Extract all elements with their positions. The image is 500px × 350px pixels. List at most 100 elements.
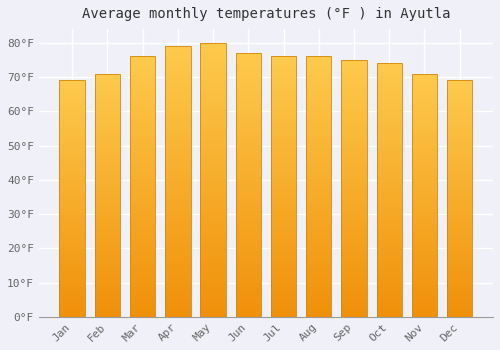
Bar <box>306 140 332 142</box>
Bar <box>130 85 156 88</box>
Bar <box>130 314 156 317</box>
Bar <box>94 142 120 144</box>
Bar <box>447 116 472 118</box>
Bar <box>130 280 156 283</box>
Bar <box>130 252 156 254</box>
Bar <box>342 204 366 206</box>
Bar <box>412 78 437 81</box>
Bar <box>342 117 366 119</box>
Bar <box>60 109 85 111</box>
Bar <box>376 119 402 121</box>
Bar <box>200 122 226 125</box>
Bar <box>130 296 156 299</box>
Bar <box>271 168 296 171</box>
Bar <box>412 229 437 232</box>
Bar <box>306 67 332 70</box>
Bar <box>60 151 85 154</box>
Bar <box>200 92 226 95</box>
Bar <box>236 251 261 253</box>
Bar <box>376 137 402 139</box>
Bar <box>200 95 226 98</box>
Bar <box>200 169 226 172</box>
Bar <box>130 288 156 291</box>
Bar <box>306 85 332 88</box>
Bar <box>236 130 261 132</box>
Bar <box>342 286 366 288</box>
Bar <box>200 73 226 76</box>
Bar <box>412 212 437 215</box>
Bar <box>165 98 190 100</box>
Bar <box>200 295 226 298</box>
Bar <box>94 78 120 81</box>
Bar <box>60 251 85 253</box>
Bar <box>447 208 472 210</box>
Bar <box>94 258 120 261</box>
Bar <box>412 290 437 293</box>
Bar <box>412 74 437 76</box>
Bar <box>271 114 296 116</box>
Bar <box>271 116 296 119</box>
Bar <box>200 246 226 248</box>
Bar <box>376 112 402 114</box>
Bar <box>94 253 120 256</box>
Bar <box>376 152 402 155</box>
Bar <box>342 163 366 165</box>
Bar <box>200 43 226 317</box>
Bar <box>447 312 472 314</box>
Bar <box>94 81 120 83</box>
Bar <box>376 129 402 132</box>
Bar <box>306 187 332 189</box>
Bar <box>447 253 472 255</box>
Bar <box>200 188 226 191</box>
Bar <box>447 222 472 225</box>
Bar <box>130 158 156 161</box>
Bar <box>94 298 120 300</box>
Bar <box>412 278 437 280</box>
Bar <box>236 238 261 240</box>
Bar <box>306 244 332 246</box>
Bar <box>412 91 437 93</box>
Bar <box>306 260 332 262</box>
Bar <box>165 203 190 206</box>
Bar <box>376 259 402 261</box>
Bar <box>200 158 226 161</box>
Bar <box>236 267 261 270</box>
Bar <box>60 222 85 225</box>
Bar <box>94 285 120 288</box>
Bar <box>412 120 437 122</box>
Bar <box>165 290 190 293</box>
Bar <box>306 299 332 301</box>
Bar <box>342 155 366 158</box>
Bar <box>236 259 261 261</box>
Bar <box>60 113 85 116</box>
Bar <box>200 240 226 243</box>
Bar <box>165 84 190 87</box>
Bar <box>165 146 190 149</box>
Bar <box>94 183 120 186</box>
Bar <box>376 296 402 299</box>
Bar <box>271 161 296 163</box>
Bar <box>376 233 402 236</box>
Bar <box>447 305 472 307</box>
Bar <box>306 291 332 293</box>
Bar <box>342 119 366 121</box>
Bar <box>376 180 402 182</box>
Bar <box>306 270 332 273</box>
Bar <box>342 230 366 232</box>
Bar <box>376 271 402 274</box>
Bar <box>271 267 296 270</box>
Bar <box>236 56 261 58</box>
Bar <box>306 145 332 148</box>
Bar <box>306 312 332 314</box>
Bar <box>200 298 226 300</box>
Bar <box>130 202 156 205</box>
Bar <box>94 239 120 241</box>
Bar <box>376 195 402 198</box>
Bar <box>130 174 156 176</box>
Bar <box>342 219 366 222</box>
Bar <box>60 300 85 303</box>
Bar <box>342 291 366 294</box>
Bar <box>271 134 296 137</box>
Bar <box>306 195 332 197</box>
Bar <box>165 222 190 225</box>
